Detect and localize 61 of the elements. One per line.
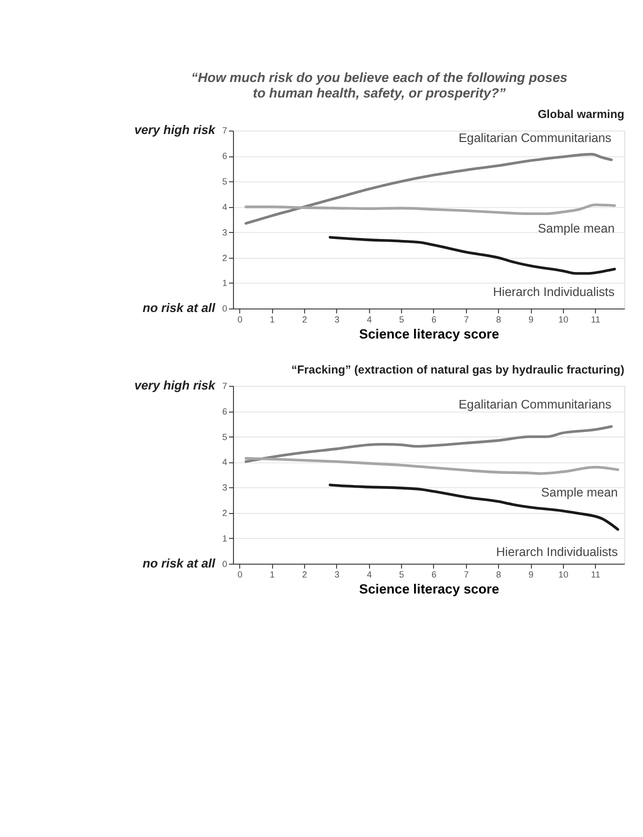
x-tick-label: 11 [591,570,600,580]
x-tick-label: 10 [558,570,568,580]
text: very high risk [134,378,216,392]
x-tick-label: 5 [399,570,404,580]
x-tick-label: 1 [270,570,275,580]
x-tick-label: 9 [528,570,534,580]
y-tick-label: 1 [222,533,228,544]
line-series [244,456,620,475]
text: very high risk [134,123,216,138]
line-series [328,236,616,275]
y-tick-label: 3 [222,482,228,493]
chart-title: “Fracking” (extraction of natural gas by hydraulic fracturing) [291,364,624,376]
x-tick-label: 7 [464,570,469,580]
x-tick-label: 9 [528,314,534,324]
y-tick-label: 1 [222,278,228,288]
x-tick-label: 1 [270,314,275,324]
x-tick-label: 4 [366,570,372,580]
y-tick-label: 3 [222,227,228,238]
x-tick-label: 2 [302,570,308,580]
line-series [244,425,613,463]
y-tick-label: 0 [222,304,228,314]
x-tick-label: 6 [431,570,436,580]
text: no risk at all [142,301,216,316]
x-tick-label: 10 [558,314,568,324]
x-tick-label: 5 [399,314,404,324]
x-axis-title: Science literacy score [359,326,500,342]
x-tick-label: 4 [366,314,372,324]
text: no risk at all [142,556,216,570]
x-tick-label: 0 [237,314,242,324]
chart-title: “How much risk do you believe each of the following poses to human health, safety, or prosperity?” [191,70,568,100]
chart-subtitle: Global warming [538,109,624,122]
x-tick-label: 0 [237,570,242,580]
y-tick-label: 0 [222,558,228,569]
x-tick-label: 3 [334,570,340,580]
series-label: Hierarch Individualists [496,545,618,560]
y-tick-label: 6 [222,151,228,162]
x-tick-label: 7 [464,314,469,324]
series-label: Egalitarian Communitarians [458,398,612,412]
y-tick-label: 4 [222,457,228,468]
y-tick-label: 2 [222,252,228,263]
y-tick-label: 2 [222,508,228,518]
line-series [244,203,616,216]
series-label: Sample mean [538,221,615,236]
x-tick-label: 8 [496,314,502,324]
x-tick-label: 2 [302,314,308,324]
x-tick-label: 8 [496,570,502,580]
series-label: Hierarch Individualists [492,284,615,299]
x-tick-label: 3 [334,314,340,324]
y-tick-label: 4 [222,202,228,212]
y-tick-label: 7 [222,126,228,136]
line-series [244,152,613,225]
y-tick-label: 6 [222,406,228,416]
x-axis-title: Science literacy score [359,582,500,597]
series-label: Sample mean [541,485,618,500]
y-tick-label: 5 [222,176,228,187]
line-series [328,484,620,531]
y-tick-label: 5 [222,432,228,442]
series-label: Egalitarian Communitarians [458,131,612,146]
x-tick-label: 6 [431,314,436,324]
y-tick-label: 7 [222,380,228,391]
x-tick-label: 11 [591,314,600,324]
